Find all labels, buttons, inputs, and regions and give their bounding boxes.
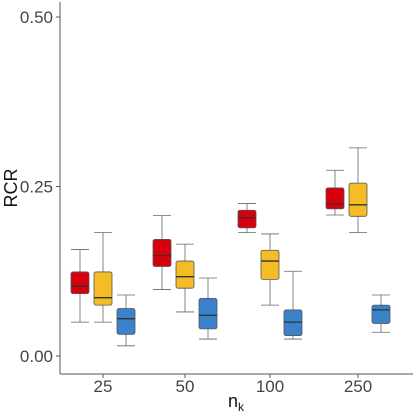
iqr-box	[93, 271, 113, 306]
box-plot-item	[283, 270, 303, 340]
box-plot-item	[237, 203, 257, 234]
iqr-box	[371, 304, 391, 324]
y-tick-label: 0.00	[20, 347, 53, 366]
x-tick-label: 50	[176, 377, 195, 396]
iqr-box	[348, 182, 368, 217]
box-plot-item	[198, 277, 218, 340]
box-plot-item	[348, 147, 368, 234]
iqr-box	[325, 187, 345, 210]
y-tick-label: 0.25	[20, 178, 53, 197]
box-plot-item	[371, 294, 391, 333]
x-axis-title-subscript: k	[238, 400, 245, 414]
box-plot-item	[116, 294, 136, 347]
iqr-box	[70, 271, 90, 295]
y-tick-label: 0.50	[20, 8, 53, 27]
box-plot-item	[175, 243, 195, 313]
box-plot-item	[260, 233, 280, 306]
x-tick-label: 250	[344, 377, 372, 396]
x-tick-label: 25	[94, 377, 113, 396]
iqr-box	[260, 249, 280, 280]
y-axis-title: RCR	[1, 169, 21, 208]
iqr-box	[175, 260, 195, 289]
axes: 0.00 0.25 0.50 25 50 100 250	[20, 2, 413, 396]
iqr-box	[283, 309, 303, 337]
plot-area	[70, 147, 391, 347]
x-tick-label: 100	[256, 377, 284, 396]
iqr-box	[198, 297, 218, 330]
box-plot-item	[93, 232, 113, 323]
iqr-box	[116, 308, 136, 335]
x-axis-title-base: n	[228, 391, 238, 411]
box-plot-item	[152, 215, 172, 290]
box-plot-item	[70, 249, 90, 323]
iqr-box	[152, 238, 172, 267]
iqr-box	[237, 209, 257, 229]
x-axis-title: nk	[228, 391, 245, 414]
box-plot-item	[325, 169, 345, 216]
